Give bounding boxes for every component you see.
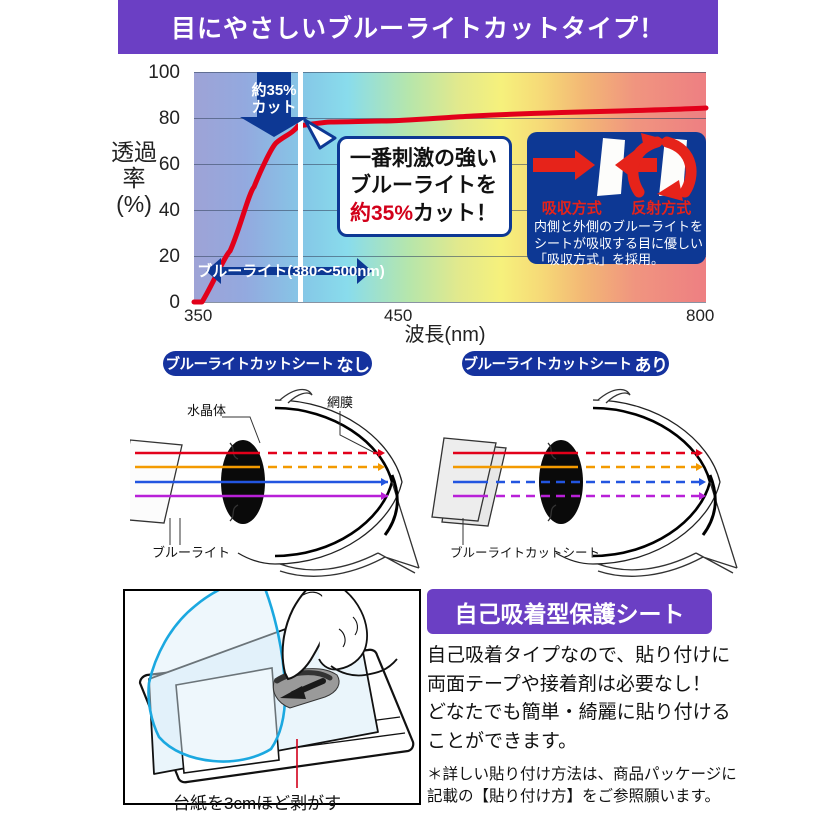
svg-text:ブルーライトカットシート: ブルーライトカットシート bbox=[450, 545, 600, 560]
svg-text:水晶体: 水晶体 bbox=[187, 403, 226, 418]
svg-text:ブルーライト(380～500nm): ブルーライト(380～500nm) bbox=[197, 262, 385, 280]
svg-text:ブルーライト: ブルーライト bbox=[152, 545, 230, 560]
svg-text:約35%: 約35% bbox=[251, 81, 296, 99]
svg-text:網膜: 網膜 bbox=[327, 395, 353, 410]
svg-text:カット: カット bbox=[251, 99, 296, 116]
